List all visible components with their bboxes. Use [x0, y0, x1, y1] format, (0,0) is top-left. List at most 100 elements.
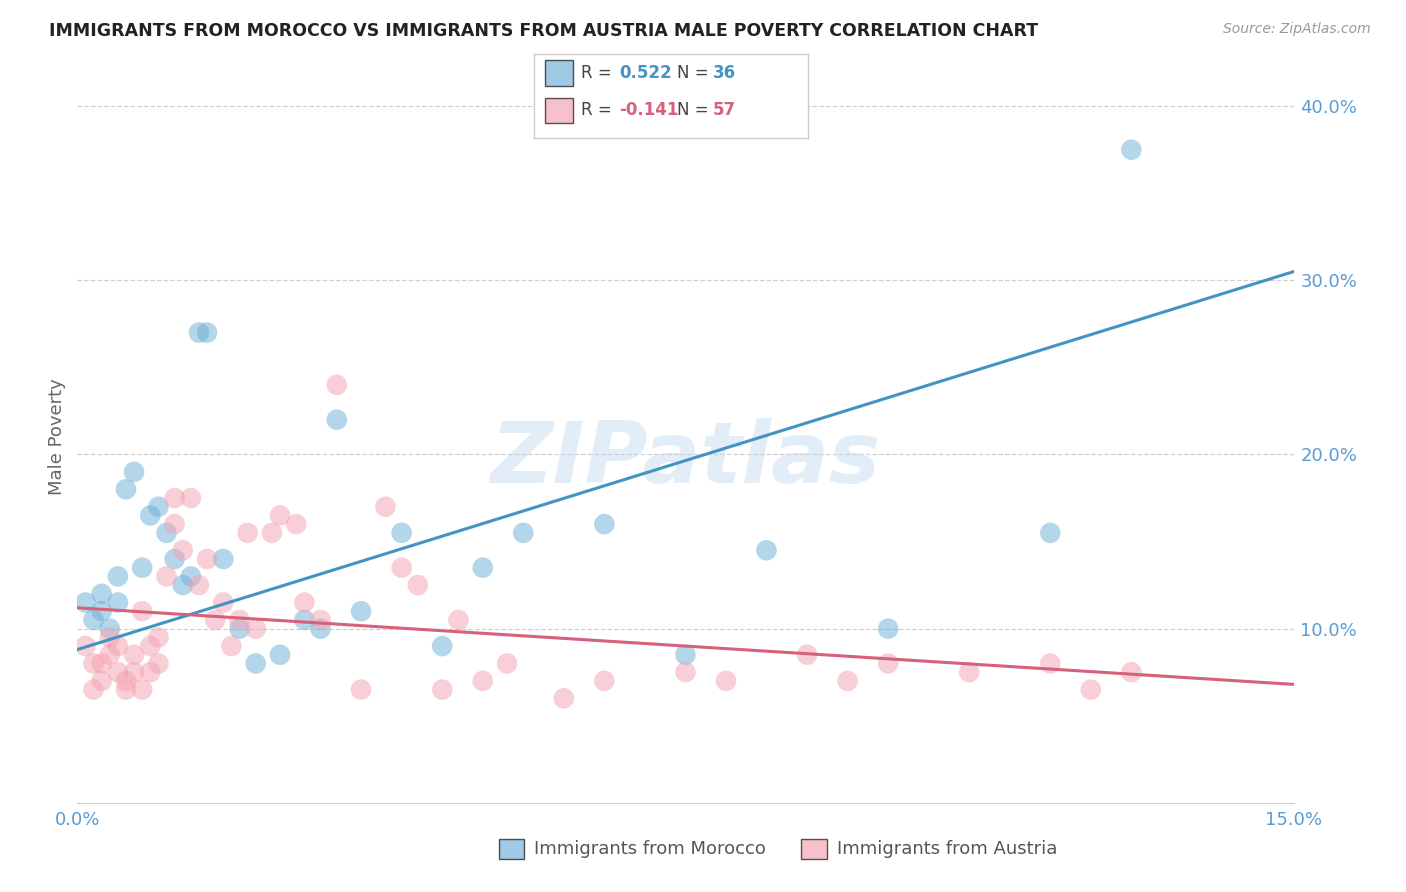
Point — [957, 665, 980, 680]
Point — [755, 543, 778, 558]
Point — [212, 552, 235, 566]
Point — [796, 648, 818, 662]
Point — [430, 639, 453, 653]
Point — [350, 604, 373, 618]
Point — [107, 569, 129, 583]
Point — [1121, 665, 1143, 680]
Point — [139, 508, 162, 523]
Point — [228, 622, 250, 636]
Point — [245, 622, 267, 636]
Point — [350, 682, 373, 697]
Text: -0.141: -0.141 — [619, 102, 679, 120]
Point — [163, 517, 186, 532]
Point — [163, 491, 186, 505]
Point — [148, 657, 170, 671]
Point — [471, 560, 494, 574]
Point — [83, 613, 105, 627]
Point — [837, 673, 859, 688]
Point — [115, 673, 138, 688]
Point — [374, 500, 396, 514]
FancyBboxPatch shape — [546, 61, 572, 86]
Point — [309, 622, 332, 636]
Point — [877, 657, 900, 671]
Point — [675, 665, 697, 680]
Text: ZIPatlas: ZIPatlas — [491, 417, 880, 500]
Point — [1080, 682, 1102, 697]
Point — [195, 552, 218, 566]
Point — [406, 578, 429, 592]
Point — [90, 604, 112, 618]
FancyBboxPatch shape — [546, 97, 572, 123]
Point — [593, 673, 616, 688]
Point — [131, 682, 153, 697]
Point — [90, 587, 112, 601]
Text: N =: N = — [676, 64, 714, 82]
Point — [122, 465, 145, 479]
Point — [1121, 143, 1143, 157]
Point — [269, 508, 291, 523]
Point — [98, 631, 121, 645]
Point — [221, 639, 243, 653]
Point — [195, 326, 218, 340]
Point — [75, 639, 97, 653]
Point — [714, 673, 737, 688]
Point — [1039, 525, 1062, 540]
Text: 57: 57 — [713, 102, 735, 120]
Point — [260, 525, 283, 540]
Text: R =: R = — [581, 102, 617, 120]
Text: IMMIGRANTS FROM MOROCCO VS IMMIGRANTS FROM AUSTRIA MALE POVERTY CORRELATION CHAR: IMMIGRANTS FROM MOROCCO VS IMMIGRANTS FR… — [49, 22, 1039, 40]
Point — [148, 631, 170, 645]
Point — [309, 613, 332, 627]
Point — [326, 412, 349, 426]
Point — [512, 525, 534, 540]
Point — [285, 517, 308, 532]
Point — [553, 691, 575, 706]
Point — [122, 648, 145, 662]
Text: R =: R = — [581, 64, 617, 82]
Text: Source: ZipAtlas.com: Source: ZipAtlas.com — [1223, 22, 1371, 37]
Text: 0.522: 0.522 — [619, 64, 672, 82]
Point — [180, 491, 202, 505]
Point — [269, 648, 291, 662]
Point — [391, 525, 413, 540]
Point — [139, 665, 162, 680]
Text: Immigrants from Morocco: Immigrants from Morocco — [534, 840, 766, 858]
Point — [107, 665, 129, 680]
Point — [131, 604, 153, 618]
Point — [391, 560, 413, 574]
Point — [83, 657, 105, 671]
Point — [107, 595, 129, 609]
Point — [430, 682, 453, 697]
Point — [163, 552, 186, 566]
Point — [593, 517, 616, 532]
Point — [180, 569, 202, 583]
Point — [98, 622, 121, 636]
Point — [122, 665, 145, 680]
Point — [148, 500, 170, 514]
Point — [496, 657, 519, 671]
Point — [675, 648, 697, 662]
Point — [172, 578, 194, 592]
Point — [292, 613, 315, 627]
Point — [115, 483, 138, 497]
Point — [236, 525, 259, 540]
Point — [172, 543, 194, 558]
Point — [877, 622, 900, 636]
Point — [204, 613, 226, 627]
Point — [98, 648, 121, 662]
Point — [188, 578, 211, 592]
Y-axis label: Male Poverty: Male Poverty — [48, 379, 66, 495]
Point — [1039, 657, 1062, 671]
Point — [188, 326, 211, 340]
Point — [75, 595, 97, 609]
Point — [447, 613, 470, 627]
Point — [471, 673, 494, 688]
Text: N =: N = — [676, 102, 714, 120]
Point — [139, 639, 162, 653]
Point — [115, 682, 138, 697]
Point — [107, 639, 129, 653]
Point — [326, 377, 349, 392]
Point — [245, 657, 267, 671]
Point — [292, 595, 315, 609]
Point — [131, 560, 153, 574]
